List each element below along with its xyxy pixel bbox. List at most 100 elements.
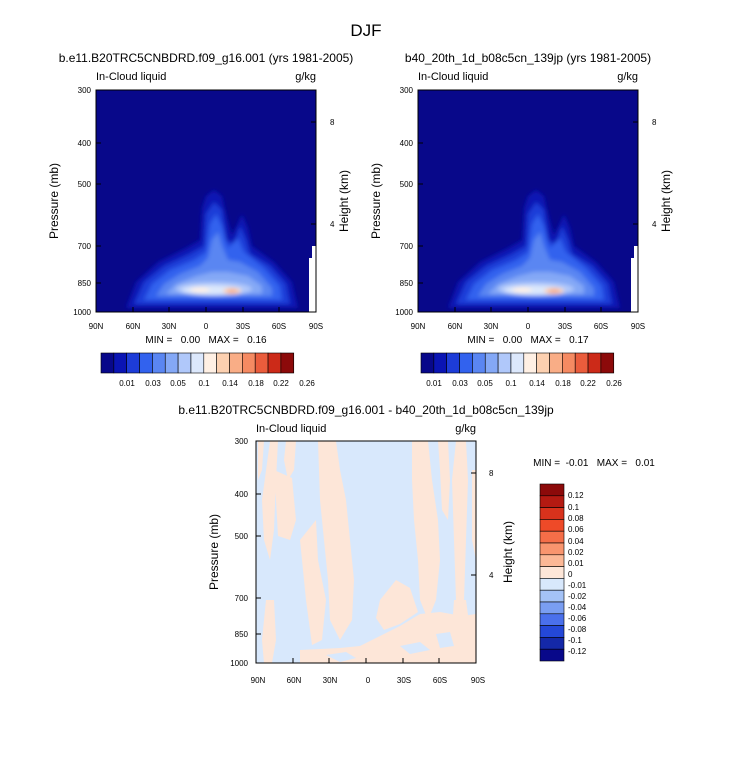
panel-3-ylabel: Pressure (mb) — [207, 514, 221, 590]
colorbar-swatch — [254, 352, 269, 374]
colorbar-swatch — [539, 637, 565, 650]
panel-1-xtick-label: 30N — [162, 322, 177, 331]
panel-3-title: b.e11.B20TRC5CNBDRD.f09_g16.001 - b40_20… — [178, 403, 554, 417]
panel-2-ytick-label: 850 — [400, 279, 414, 288]
panel-2-xtick-label: 60N — [448, 322, 463, 331]
panel-2-ytick-label: 400 — [400, 139, 414, 148]
panel-1-units: g/kg — [295, 71, 316, 83]
panel-1-title: b.e11.B20TRC5CNBDRD.f09_g16.001 (yrs 198… — [59, 51, 354, 65]
panel-1-xtick-label: 60S — [272, 322, 286, 331]
panel-1-variable: In-Cloud liquid — [96, 71, 166, 83]
colorbar-label: 0.1 — [568, 503, 580, 512]
colorbar-swatch — [539, 483, 565, 497]
panel-3-ytick-label: 400 — [235, 490, 249, 499]
colorbar-swatch — [433, 352, 448, 374]
panel-3-height-tick-label: 4 — [489, 571, 494, 580]
colorbar-swatch — [539, 648, 565, 662]
panel-1-y-ticks: 300 400 500 700 850 1000 — [73, 86, 101, 317]
colorbar-swatch — [497, 352, 512, 374]
panel-3-ytick-label: 850 — [235, 630, 249, 639]
panel-2-ytick-label: 700 — [400, 242, 414, 251]
panel-3-x-ticks: 90N 60N 30N 0 30S 60S 90S — [251, 658, 485, 685]
panel-3-xtick-label: 30S — [397, 676, 411, 685]
colorbar-swatch — [164, 352, 179, 374]
panel-2-variable: In-Cloud liquid — [418, 71, 488, 83]
panel-1-xtick-label: 90S — [309, 322, 323, 331]
colorbar-label: 0.14 — [222, 379, 238, 388]
colorbar-swatch — [152, 352, 166, 374]
colorbar-swatch — [216, 352, 230, 374]
colorbar-swatch — [126, 352, 140, 374]
colorbar-label: 0.1 — [198, 379, 210, 388]
colorbar-swatch — [446, 352, 460, 374]
colorbar-swatch — [539, 519, 565, 532]
panel-3-xtick-label: 90N — [251, 676, 266, 685]
colorbar-label: 0.18 — [248, 379, 264, 388]
panel-3-units: g/kg — [455, 423, 476, 435]
panel-3-xtick-label: 0 — [366, 676, 371, 685]
panel-2-title: b40_20th_1d_b08c5cn_139jp (yrs 1981-2005… — [405, 51, 651, 65]
colorbar-swatch — [549, 352, 563, 374]
colorbar-label: 0.06 — [568, 525, 584, 534]
panel-1-y-ticks-right: 8 4 — [311, 118, 335, 229]
colorbar-swatch — [484, 352, 499, 374]
panel-1-ytick-label: 850 — [78, 279, 92, 288]
colorbar-swatch — [539, 507, 565, 520]
colorbar-label: 0.01 — [119, 379, 135, 388]
figure-title: DJF — [350, 21, 381, 40]
panel-1-colorbar-labels: 0.01 0.03 0.05 0.1 0.14 0.18 0.22 0.26 — [119, 379, 315, 388]
colorbar-swatch — [420, 352, 435, 374]
colorbar-swatch — [177, 352, 192, 374]
panel-1-ytick-label: 300 — [78, 86, 92, 95]
colorbar-swatch — [510, 352, 525, 374]
panel-3-xtick-label: 30N — [323, 676, 338, 685]
panel-3-colorbar — [539, 483, 565, 662]
colorbar-label: 0.22 — [273, 379, 289, 388]
colorbar-swatch — [539, 625, 565, 638]
colorbar-label: 0.26 — [606, 379, 622, 388]
panel-3-xtick-label: 90S — [471, 676, 485, 685]
colorbar-label: 0.03 — [145, 379, 161, 388]
colorbar-label: -0.12 — [568, 647, 587, 656]
colorbar-label: 0.05 — [477, 379, 493, 388]
panel-2-xtick-label: 90S — [631, 322, 645, 331]
colorbar-swatch — [113, 352, 127, 374]
panel-1-contour-field — [96, 90, 316, 312]
panel-1-x-ticks: 90N 60N 30N 0 30S 60S 90S — [89, 307, 323, 331]
panel-3-contour-field — [256, 441, 476, 663]
panel-2-ytick-label: 1000 — [395, 308, 413, 317]
colorbar-swatch — [539, 495, 565, 508]
colorbar-label: 0.08 — [568, 514, 584, 523]
colorbar-label: 0.12 — [568, 491, 584, 500]
colorbar-swatch — [539, 566, 565, 579]
panel-3-y-ticks: 300 400 500 700 850 1000 — [230, 437, 261, 668]
colorbar-label: 0.05 — [170, 379, 186, 388]
panel-1-ylabel-right: Height (km) — [337, 170, 351, 232]
colorbar-label: -0.06 — [568, 614, 587, 623]
colorbar-label: 0.14 — [529, 379, 545, 388]
panel-1-ylabel: Pressure (mb) — [47, 163, 61, 239]
colorbar-swatch — [539, 530, 565, 544]
panel-3-y-ticks-right: 8 4 — [471, 469, 494, 580]
colorbar-label: 0.01 — [568, 559, 584, 568]
colorbar-swatch — [574, 352, 589, 374]
panel-2-stats: MIN = 0.00 MAX = 0.17 — [467, 335, 589, 346]
panel-3-ytick-label: 300 — [235, 437, 249, 446]
panel-2-colorbar — [420, 352, 615, 374]
colorbar-label: 0.01 — [426, 379, 442, 388]
colorbar-label: 0.1 — [505, 379, 517, 388]
colorbar-swatch — [203, 352, 217, 374]
panel-1-xtick-label: 30S — [236, 322, 250, 331]
panel-3-xtick-label: 60S — [433, 676, 447, 685]
panel-2-height-tick-label: 8 — [652, 118, 657, 127]
panel-1-xtick-label: 90N — [89, 322, 104, 331]
panel-difference: b.e11.B20TRC5CNBDRD.f09_g16.001 - b40_20… — [178, 403, 655, 685]
panel-2-ytick-label: 300 — [400, 86, 414, 95]
panel-2-units: g/kg — [617, 71, 638, 83]
colorbar-swatch — [539, 589, 565, 603]
colorbar-swatch — [539, 613, 565, 626]
panel-3-ylabel-right: Height (km) — [501, 521, 515, 583]
panel-1-xtick-label: 0 — [204, 322, 209, 331]
colorbar-label: -0.04 — [568, 603, 587, 612]
